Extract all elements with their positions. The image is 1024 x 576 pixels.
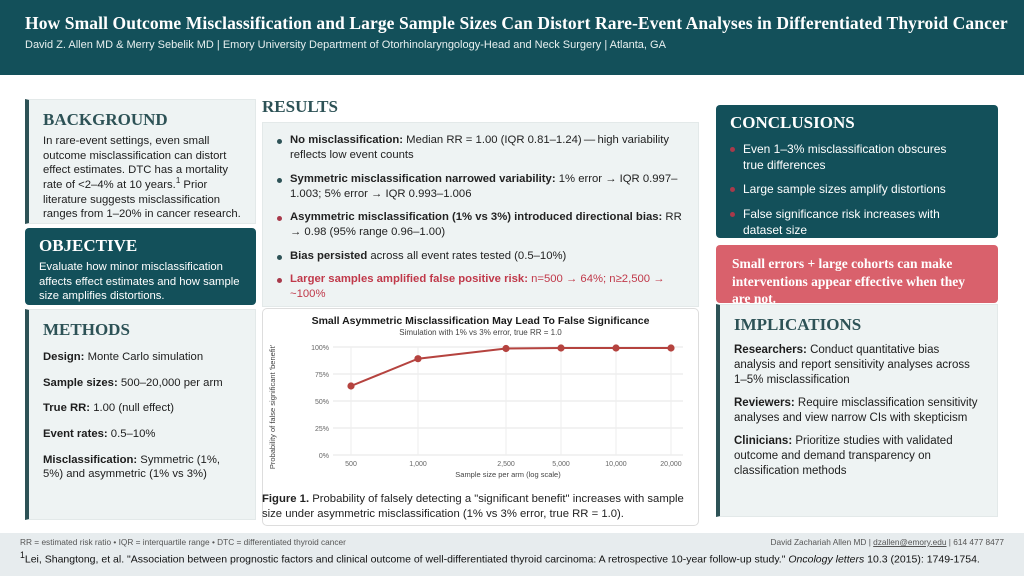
svg-text:10,000: 10,000 [605,461,627,468]
svg-text:75%: 75% [315,372,329,379]
svg-text:1,000: 1,000 [409,461,427,468]
svg-text:500: 500 [345,461,357,468]
svg-text:2,500: 2,500 [497,461,515,468]
svg-text:5,000: 5,000 [552,461,570,468]
svg-text:20,000: 20,000 [660,461,682,468]
svg-text:100%: 100% [311,345,329,352]
svg-text:Sample size per arm (log scale: Sample size per arm (log scale) [455,470,561,479]
svg-text:0%: 0% [319,453,329,460]
svg-text:Probability of false significa: Probability of false significant 'benefi… [268,344,277,469]
svg-text:25%: 25% [315,426,329,433]
svg-text:50%: 50% [315,399,329,406]
